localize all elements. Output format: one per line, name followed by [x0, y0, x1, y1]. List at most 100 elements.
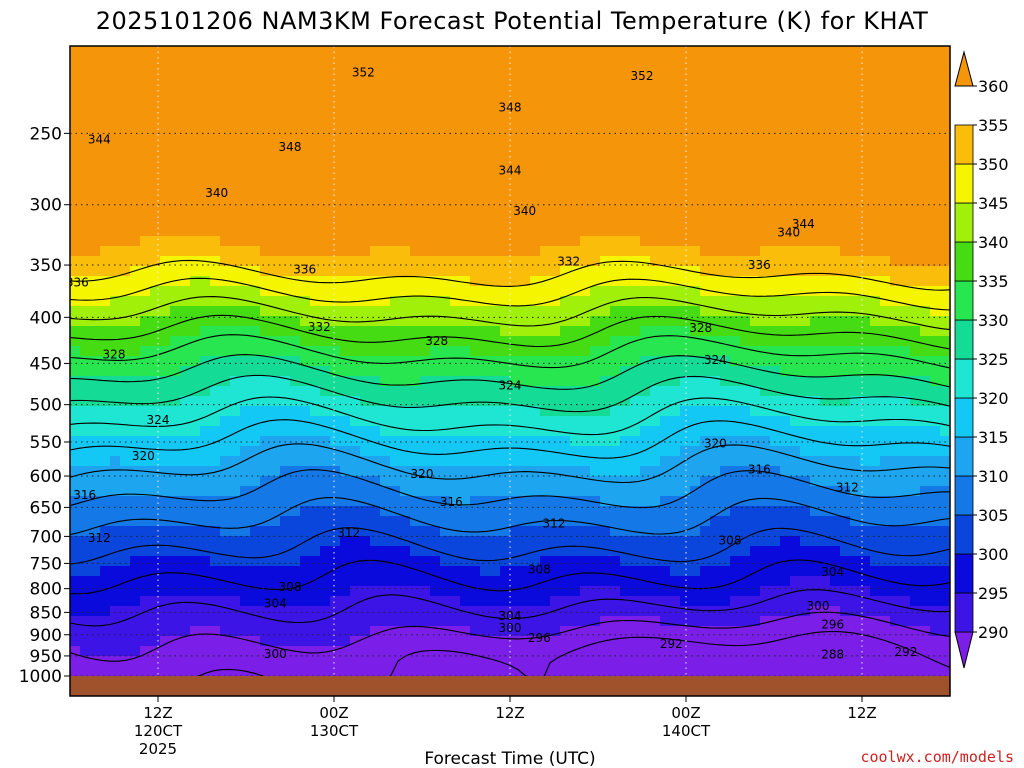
- field-cell: [700, 316, 711, 327]
- field-cell: [700, 466, 711, 477]
- field-cell: [460, 356, 471, 367]
- field-cell: [220, 596, 231, 607]
- field-cell: [790, 206, 801, 217]
- field-cell: [220, 486, 231, 497]
- field-cell: [80, 126, 91, 137]
- field-cell: [830, 436, 841, 447]
- field-cell: [710, 186, 721, 197]
- field-cell: [660, 246, 671, 257]
- field-cell: [480, 226, 491, 237]
- field-cell: [720, 406, 731, 417]
- field-cell: [220, 46, 231, 57]
- field-cell: [770, 276, 781, 287]
- field-cell: [810, 326, 821, 337]
- field-cell: [790, 426, 801, 437]
- field-cell: [560, 456, 571, 467]
- field-cell: [190, 596, 201, 607]
- field-cell: [620, 96, 631, 107]
- field-cell: [630, 486, 641, 497]
- field-cell: [340, 446, 351, 457]
- field-cell: [240, 596, 251, 607]
- field-cell: [470, 516, 481, 527]
- field-cell: [370, 96, 381, 107]
- field-cell: [760, 96, 771, 107]
- field-cell: [340, 156, 351, 167]
- field-cell: [700, 256, 711, 267]
- field-cell: [720, 276, 731, 287]
- field-cell: [100, 256, 111, 267]
- field-cell: [160, 586, 171, 597]
- field-cell: [350, 406, 361, 417]
- field-cell: [870, 196, 881, 207]
- field-cell: [790, 266, 801, 277]
- field-cell: [120, 466, 131, 477]
- field-cell: [150, 446, 161, 457]
- field-cell: [180, 276, 191, 287]
- field-cell: [440, 526, 451, 537]
- field-cell: [290, 436, 301, 447]
- field-cell: [690, 526, 701, 537]
- field-cell: [800, 256, 811, 267]
- field-cell: [110, 246, 121, 257]
- field-cell: [410, 586, 421, 597]
- field-cell: [90, 516, 101, 527]
- field-cell: [730, 506, 741, 517]
- field-cell: [760, 66, 771, 77]
- field-cell: [420, 126, 431, 137]
- field-cell: [310, 236, 321, 247]
- field-cell: [790, 66, 801, 77]
- field-cell: [660, 326, 671, 337]
- field-cell: [390, 136, 401, 147]
- field-cell: [420, 606, 431, 617]
- field-cell: [610, 466, 621, 477]
- field-cell: [700, 366, 711, 377]
- field-cell: [200, 86, 211, 97]
- field-cell: [380, 376, 391, 387]
- field-cell: [350, 306, 361, 317]
- field-cell: [820, 166, 831, 177]
- field-cell: [360, 306, 371, 317]
- field-cell: [930, 176, 941, 187]
- field-cell: [830, 166, 841, 177]
- field-cell: [160, 156, 171, 167]
- field-cell: [240, 466, 251, 477]
- field-cell: [800, 386, 811, 397]
- field-cell: [370, 106, 381, 117]
- field-cell: [110, 386, 121, 397]
- field-cell: [300, 226, 311, 237]
- field-cell: [100, 56, 111, 67]
- field-cell: [620, 206, 631, 217]
- field-cell: [550, 596, 561, 607]
- field-cell: [440, 516, 451, 527]
- field-cell: [350, 166, 361, 177]
- field-cell: [610, 406, 621, 417]
- field-cell: [210, 156, 221, 167]
- field-cell: [160, 356, 171, 367]
- field-cell: [800, 166, 811, 177]
- field-cell: [350, 86, 361, 97]
- field-cell: [390, 376, 401, 387]
- field-cell: [460, 206, 471, 217]
- field-cell: [310, 466, 321, 477]
- field-cell: [240, 406, 251, 417]
- field-cell: [120, 366, 131, 377]
- field-cell: [820, 106, 831, 117]
- field-cell: [600, 526, 611, 537]
- field-cell: [250, 356, 261, 367]
- field-cell: [780, 296, 791, 307]
- field-cell: [930, 306, 941, 317]
- field-cell: [620, 406, 631, 417]
- field-cell: [530, 156, 541, 167]
- field-cell: [620, 56, 631, 67]
- field-cell: [570, 486, 581, 497]
- field-cell: [770, 376, 781, 387]
- field-cell: [180, 546, 191, 557]
- field-cell: [680, 186, 691, 197]
- field-cell: [850, 446, 861, 457]
- field-cell: [330, 176, 341, 187]
- field-cell: [420, 246, 431, 257]
- field-cell: [460, 316, 471, 327]
- field-cell: [310, 266, 321, 277]
- field-cell: [580, 156, 591, 167]
- field-cell: [460, 506, 471, 517]
